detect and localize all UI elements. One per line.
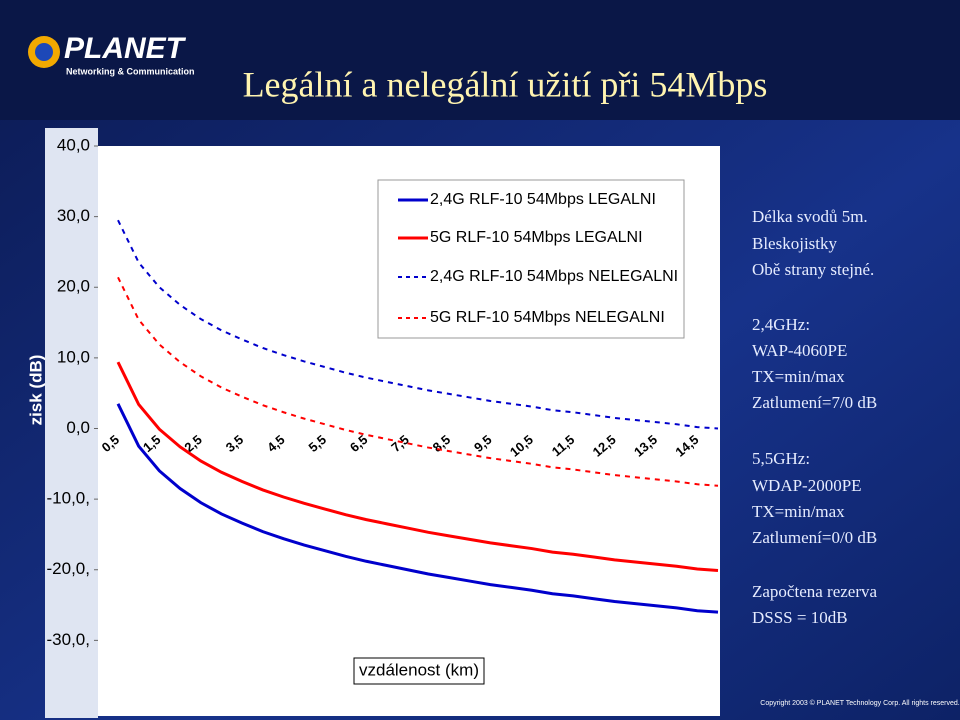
series-line [116, 403, 719, 614]
note-line: TX=min/max [752, 367, 845, 386]
logo-tagline: Networking & Communication [66, 66, 195, 76]
note-line: DSSS = 10dB [752, 608, 848, 627]
logo-name: PLANET [64, 32, 187, 65]
y-tick-label: 20,0 [57, 277, 90, 296]
y-tick-label: -30,0, [47, 630, 90, 649]
note-line: WDAP-2000PE [752, 476, 862, 495]
y-tick-label: 0,0 [66, 418, 90, 437]
series-line [117, 276, 719, 487]
legend-label: 5G RLF-10 54Mbps LEGALNI [430, 229, 643, 246]
x-axis-title: vzdálenost (km) [359, 660, 479, 679]
legend-label: 2,4G RLF-10 54Mbps LEGALNI [430, 191, 656, 208]
note-line: TX=min/max [752, 502, 845, 521]
series-line [116, 361, 719, 572]
y-tick-label: -20,0, [47, 559, 90, 578]
note-line: Započtena rezerva [752, 582, 877, 601]
note-line: Délka svodů 5m. [752, 207, 868, 226]
y-axis-title: zisk (dB) [26, 355, 45, 426]
logo-icon-inner [35, 43, 53, 61]
footer: Copyright 2003 © PLANET Technology Corp.… [760, 699, 960, 707]
note-line: Obě strany stejné. [752, 260, 874, 279]
note-line: 5,5GHz: [752, 449, 810, 468]
notes: Délka svodů 5m. Bleskojistky Obě strany st… [752, 207, 877, 627]
note-line: 2,4GHz: [752, 315, 810, 334]
note-line: Bleskojistky [752, 234, 838, 253]
y-tick-label: 10,0 [57, 347, 90, 366]
legend-label: 5G RLF-10 54Mbps NELEGALNI [430, 309, 665, 326]
series-line [117, 219, 719, 430]
y-tick-label: 40,0 [57, 135, 90, 154]
legend [377, 179, 685, 339]
legend-label: 2,4G RLF-10 54Mbps NELEGALNI [430, 268, 678, 285]
y-tick-label: 30,0 [57, 206, 90, 225]
slide-title: Legální a nelegální užití při 54Mbps [243, 64, 768, 104]
x-axis-title-box [353, 657, 485, 685]
note-line: WAP-4060PE [752, 341, 847, 360]
header-band [0, 0, 960, 120]
note-line: Zatlumení=0/0 dB [752, 528, 877, 547]
y-axis-panel [45, 128, 98, 718]
note-line: Zatlumení=7/0 dB [752, 393, 877, 412]
y-tick-label: -10,0, [47, 489, 90, 508]
